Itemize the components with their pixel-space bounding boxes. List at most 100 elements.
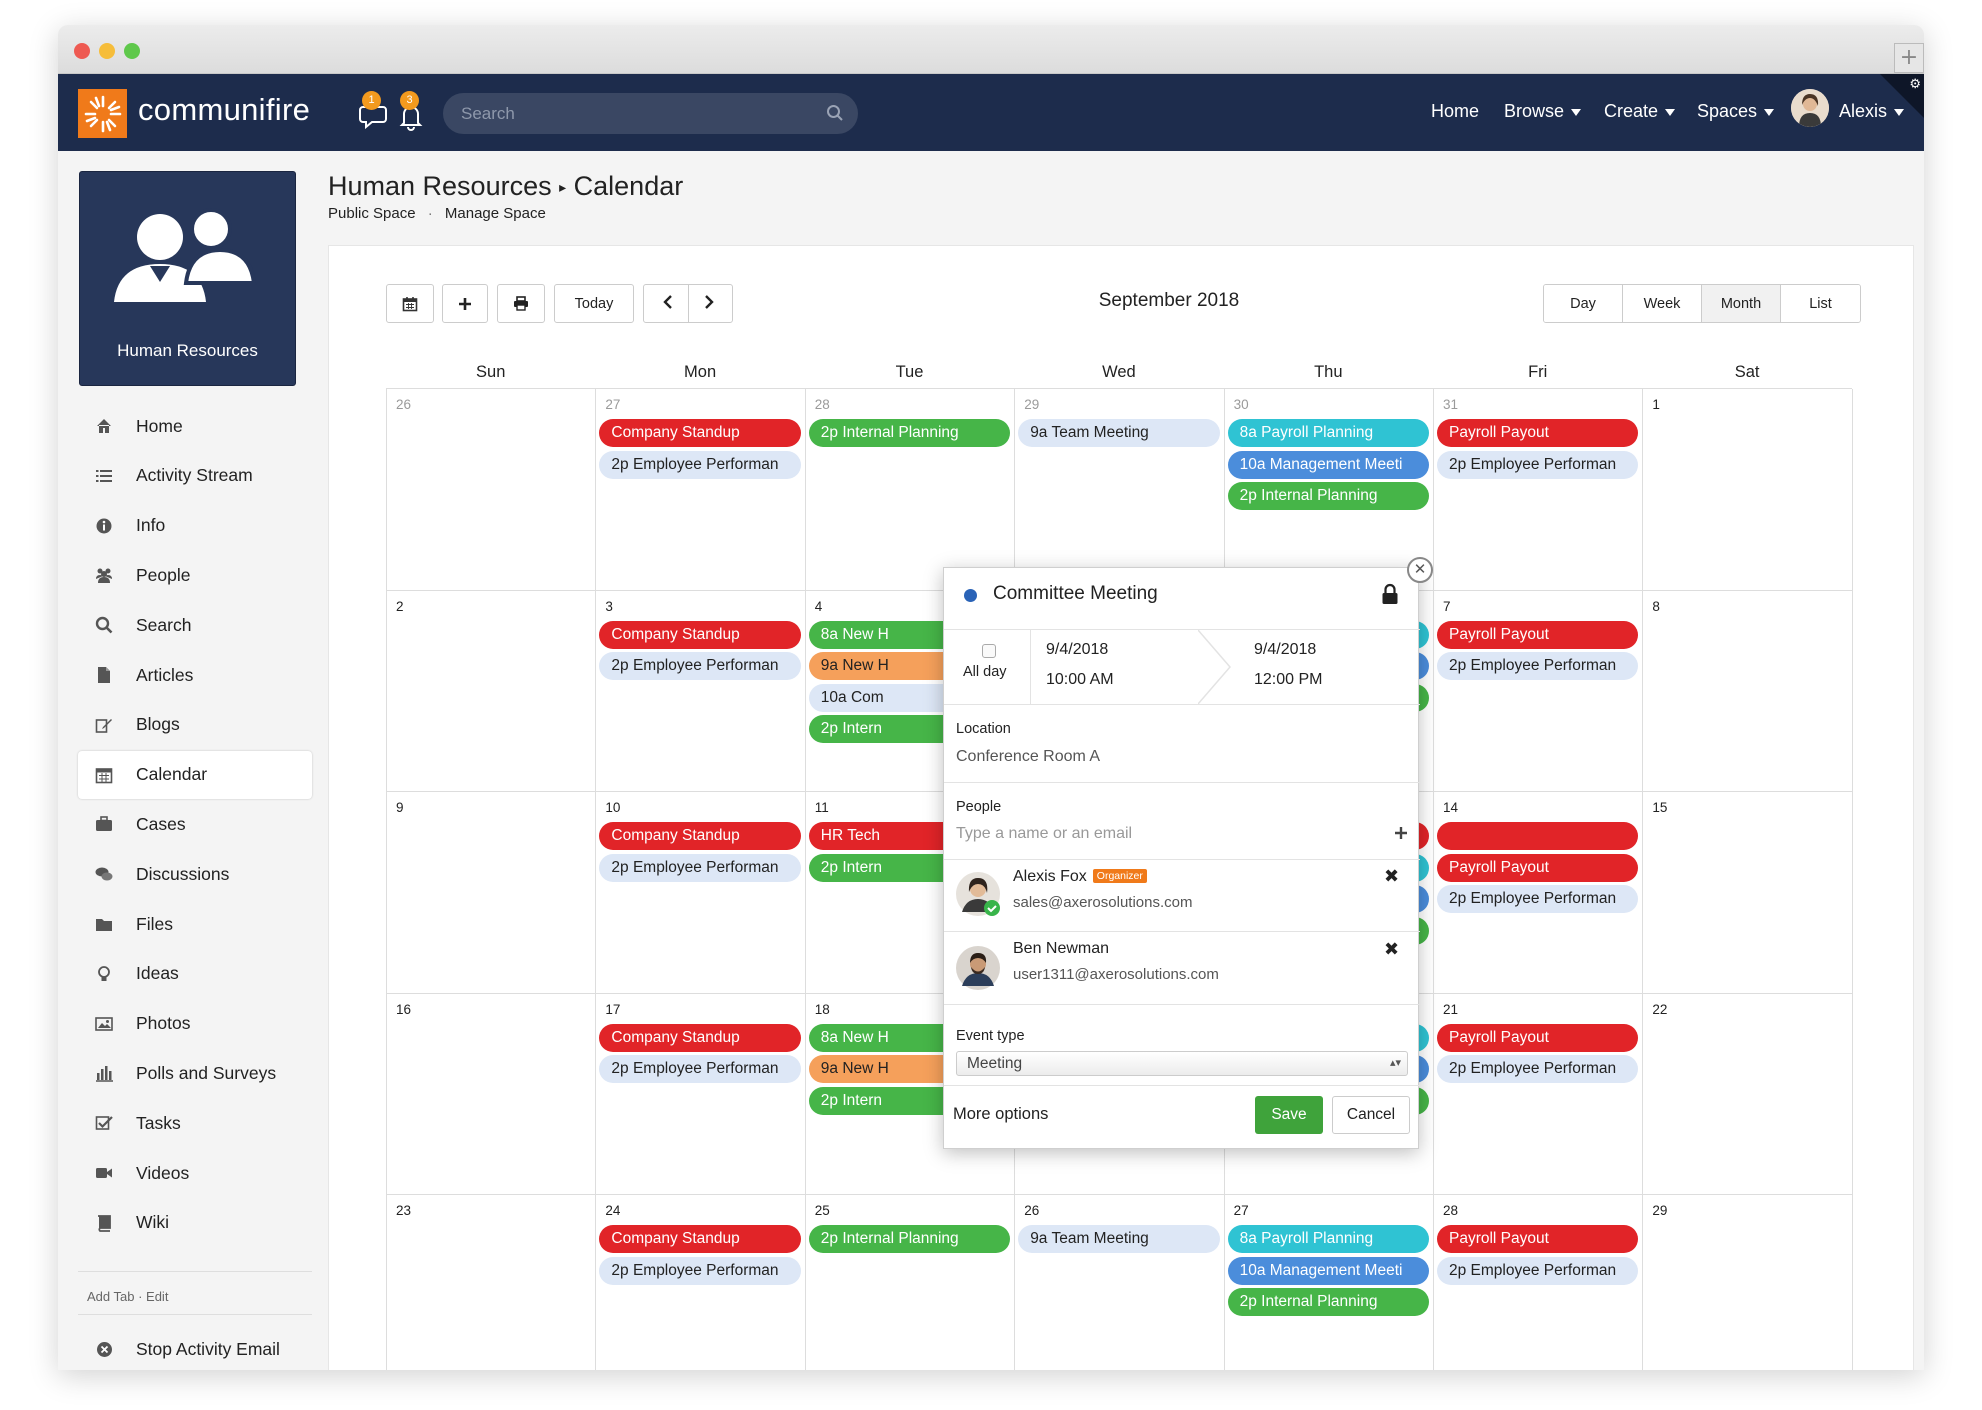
calendar-event[interactable]: Company Standup bbox=[599, 620, 801, 649]
more-options-link[interactable]: More options bbox=[953, 1105, 1049, 1123]
calendar-event[interactable]: 2p Employee Performan bbox=[1437, 885, 1639, 914]
end-time[interactable]: 12:00 PM bbox=[1254, 671, 1323, 688]
start-date[interactable]: 9/4/2018 bbox=[1046, 641, 1109, 658]
day-cell[interactable]: 15 bbox=[1643, 792, 1853, 994]
start-time[interactable]: 10:00 AM bbox=[1046, 671, 1114, 688]
manage-space-link[interactable]: Manage Space bbox=[444, 205, 546, 222]
space-card[interactable]: Human Resources bbox=[79, 171, 296, 386]
view-list-button[interactable]: List bbox=[1781, 285, 1860, 322]
day-cell[interactable]: 28 Payroll Payout 2p Employee Performan bbox=[1434, 1195, 1644, 1370]
nav-spaces-menu[interactable]: Spaces bbox=[1697, 101, 1775, 122]
minimize-window-button[interactable] bbox=[99, 43, 115, 59]
calendar-event[interactable]: Payroll Payout bbox=[1437, 419, 1639, 447]
print-button[interactable] bbox=[497, 284, 545, 323]
day-cell[interactable]: 28 2p Internal Planning bbox=[805, 389, 1016, 591]
calendar-event[interactable]: 2p Employee Performan bbox=[1437, 652, 1639, 681]
day-cell[interactable]: 24 Company Standup 2p Employee Performan bbox=[596, 1195, 806, 1370]
sidebar-item-articles[interactable]: Articles bbox=[78, 651, 312, 699]
sidebar-item-ideas[interactable]: Ideas bbox=[78, 950, 312, 998]
calendar-event[interactable]: 8a Payroll Planning bbox=[1227, 1225, 1429, 1254]
end-date[interactable]: 9/4/2018 bbox=[1254, 641, 1317, 658]
sidebar-item-people[interactable]: People bbox=[78, 551, 312, 599]
new-tab-button[interactable]: + bbox=[1894, 43, 1924, 73]
calendar-event[interactable]: 2p Employee Performan bbox=[599, 450, 801, 479]
sidebar-item-activity-stream[interactable]: Activity Stream bbox=[78, 452, 312, 500]
search-input[interactable] bbox=[461, 93, 801, 134]
view-week-button[interactable]: Week bbox=[1623, 285, 1702, 322]
view-day-button[interactable]: Day bbox=[1544, 285, 1623, 322]
day-cell[interactable]: 7 Payroll Payout 2p Employee Performan bbox=[1434, 590, 1644, 793]
day-cell[interactable]: 8 bbox=[1643, 590, 1853, 793]
calendar-event[interactable]: 10a Management Meeti bbox=[1227, 450, 1429, 479]
add-tab-link[interactable]: Add Tab bbox=[87, 1289, 135, 1304]
gear-icon[interactable]: ⚙ bbox=[1909, 76, 1921, 91]
calendar-event[interactable]: 9a Team Meeting bbox=[1018, 419, 1220, 447]
nav-browse-menu[interactable]: Browse bbox=[1504, 101, 1582, 122]
space-link[interactable]: Human Resources bbox=[328, 171, 552, 201]
calendar-event[interactable]: 2p Employee Performan bbox=[599, 652, 801, 681]
event-title[interactable]: Committee Meeting bbox=[993, 583, 1158, 604]
day-cell[interactable]: 26 bbox=[387, 389, 597, 591]
user-avatar[interactable] bbox=[1791, 89, 1829, 127]
day-cell[interactable]: 21 Payroll Payout 2p Employee Performan bbox=[1434, 993, 1644, 1196]
sidebar-item-files[interactable]: Files bbox=[78, 900, 312, 948]
sidebar-item-info[interactable]: Info bbox=[78, 502, 312, 550]
logo-icon[interactable] bbox=[78, 89, 127, 138]
location-field[interactable]: Conference Room A bbox=[956, 748, 1101, 765]
stop-activity-email-item[interactable]: Stop Activity Email bbox=[78, 1325, 312, 1370]
date-picker-button[interactable] bbox=[386, 284, 434, 323]
nav-home-link[interactable]: Home bbox=[1431, 101, 1480, 121]
add-person-icon[interactable] bbox=[1394, 826, 1408, 840]
calendar-event[interactable]: 2p Employee Performan bbox=[1437, 1256, 1639, 1285]
edit-tabs-link[interactable]: Edit bbox=[146, 1289, 169, 1304]
calendar-event[interactable]: 2p Employee Performan bbox=[1437, 450, 1639, 479]
day-cell[interactable]: 1 bbox=[1643, 389, 1853, 591]
day-cell[interactable]: 31 Payroll Payout 2p Employee Performan bbox=[1434, 389, 1644, 591]
day-cell[interactable]: 16 bbox=[387, 993, 597, 1196]
day-cell[interactable]: 10 Company Standup 2p Employee Performan bbox=[596, 792, 806, 994]
chat-notification-button[interactable]: 1 bbox=[358, 91, 388, 131]
sidebar-item-videos[interactable]: Videos bbox=[78, 1149, 312, 1197]
calendar-event[interactable]: Company Standup bbox=[599, 1225, 801, 1254]
sidebar-item-discussions[interactable]: Discussions bbox=[78, 850, 312, 898]
close-popup-button[interactable]: ✕ bbox=[1407, 557, 1433, 583]
calendar-event[interactable] bbox=[1437, 822, 1639, 851]
day-cell[interactable]: 22 bbox=[1643, 993, 1853, 1196]
day-cell[interactable]: 14 Payroll Payout 2p Employee Performan bbox=[1434, 792, 1644, 994]
calendar-event[interactable]: Company Standup bbox=[599, 822, 801, 851]
calendar-event[interactable]: 2p Internal Planning bbox=[808, 419, 1011, 447]
sidebar-item-wiki[interactable]: Wiki bbox=[78, 1199, 312, 1247]
save-button[interactable]: Save bbox=[1255, 1096, 1323, 1134]
day-cell[interactable]: 2 bbox=[387, 590, 597, 793]
sidebar-item-polls-and-surveys[interactable]: Polls and Surveys bbox=[78, 1049, 312, 1097]
next-month-button[interactable] bbox=[694, 294, 724, 313]
sidebar-item-calendar[interactable]: Calendar bbox=[78, 750, 312, 799]
sidebar-item-blogs[interactable]: Blogs bbox=[78, 701, 312, 749]
all-day-checkbox[interactable] bbox=[982, 644, 996, 658]
day-cell[interactable]: 27 8a Payroll Planning 10a Management Meet… bbox=[1225, 1195, 1434, 1370]
sidebar-item-search[interactable]: Search bbox=[78, 601, 312, 649]
calendar-event[interactable]: 2p Employee Performan bbox=[599, 1055, 801, 1084]
calendar-event[interactable]: 2p Employee Performan bbox=[1437, 1055, 1639, 1084]
nav-create-menu[interactable]: Create bbox=[1604, 101, 1676, 122]
close-window-button[interactable] bbox=[74, 43, 90, 59]
day-cell[interactable]: 27 Company Standup 2p Employee Performan bbox=[596, 389, 806, 591]
lock-icon[interactable] bbox=[1381, 583, 1399, 605]
calendar-event[interactable]: 8a Payroll Planning bbox=[1227, 419, 1429, 447]
calendar-event[interactable]: 2p Internal Planning bbox=[1227, 1288, 1429, 1317]
day-cell[interactable]: 25 2p Internal Planning bbox=[806, 1195, 1016, 1370]
bell-notification-button[interactable]: 3 bbox=[396, 91, 426, 131]
day-cell[interactable]: 30 8a Payroll Planning 10a Management Meet… bbox=[1224, 389, 1434, 591]
people-input[interactable]: Type a name or an email bbox=[956, 825, 1133, 842]
sidebar-item-home[interactable]: Home bbox=[78, 402, 312, 450]
calendar-event[interactable]: 9a Team Meeting bbox=[1018, 1225, 1220, 1254]
calendar-event[interactable]: 2p Employee Performan bbox=[599, 1256, 801, 1285]
prev-month-button[interactable] bbox=[653, 294, 683, 313]
day-cell[interactable]: 3 Company Standup 2p Employee Performan bbox=[596, 590, 806, 793]
search-icon[interactable] bbox=[826, 104, 844, 122]
calendar-event[interactable]: Payroll Payout bbox=[1437, 853, 1639, 882]
calendar-event[interactable]: Payroll Payout bbox=[1437, 1225, 1639, 1254]
calendar-event[interactable]: 10a Management Meeti bbox=[1227, 1256, 1429, 1285]
sidebar-item-photos[interactable]: Photos bbox=[78, 1000, 312, 1048]
add-event-button[interactable] bbox=[442, 284, 488, 323]
